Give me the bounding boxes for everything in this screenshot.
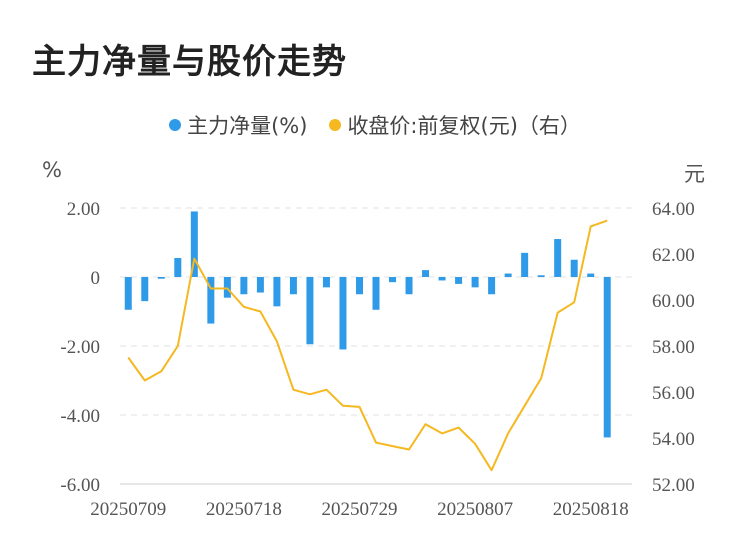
bar-net-volume[interactable] [521, 252, 529, 277]
bar-net-volume[interactable] [289, 277, 297, 295]
bar-net-volume[interactable] [455, 277, 463, 284]
bar-net-volume[interactable] [587, 273, 595, 277]
y-right-tick-label: 60.00 [652, 291, 695, 312]
bar-net-volume[interactable] [190, 211, 198, 277]
bar-net-volume[interactable] [438, 277, 446, 281]
y-right-tick-label: 64.00 [652, 199, 695, 220]
bar-net-volume[interactable] [174, 258, 182, 277]
y-right-tick-label: 54.00 [652, 429, 695, 450]
bar-net-volume[interactable] [471, 277, 479, 288]
bar-net-volume[interactable] [422, 270, 430, 277]
y-right-tick-label: 62.00 [652, 245, 695, 266]
bar-net-volume[interactable] [124, 277, 132, 310]
bar-net-volume[interactable] [207, 277, 215, 324]
bar-net-volume[interactable] [223, 277, 231, 298]
left-axis-unit: % [42, 158, 62, 182]
y-right-tick-label: 58.00 [652, 337, 695, 358]
x-tick-label: 20250807 [437, 499, 513, 520]
x-tick-label: 20250709 [90, 499, 166, 520]
bar-net-volume[interactable] [273, 277, 281, 307]
chart-title: 主力净量与股价走势 [32, 42, 347, 82]
bar-net-volume[interactable] [306, 277, 314, 345]
legend-line-marker-icon [329, 119, 342, 131]
bar-net-volume[interactable] [240, 277, 248, 295]
y-right-tick-label: 52.00 [652, 475, 695, 496]
legend-label-net-volume: 主力净量(%) [187, 114, 308, 138]
legend-item-close-price[interactable]: 收盘价:前复权(元)（右） [329, 110, 581, 140]
bar-net-volume[interactable] [537, 275, 545, 277]
legend-bar-marker-icon [169, 119, 182, 131]
bar-net-volume[interactable] [157, 277, 165, 279]
bar-net-volume[interactable] [141, 277, 149, 302]
bar-net-volume[interactable] [570, 259, 578, 277]
right-axis-unit: 元 [684, 162, 705, 186]
bar-net-volume[interactable] [504, 273, 512, 277]
bar-net-volume[interactable] [405, 277, 413, 295]
legend-item-net-volume[interactable]: 主力净量(%) [169, 110, 307, 140]
bar-net-volume[interactable] [339, 277, 347, 350]
chart-legend: 主力净量(%) 收盘价:前复权(元)（右） [0, 110, 750, 140]
bar-net-volume[interactable] [355, 277, 363, 295]
x-tick-label: 20250818 [553, 499, 629, 520]
bar-net-volume[interactable] [256, 277, 264, 293]
y-left-tick-label: -2.00 [60, 337, 100, 358]
y-right-tick-label: 56.00 [652, 383, 695, 404]
bar-net-volume[interactable] [554, 239, 562, 277]
legend-label-close-price: 收盘价:前复权(元)（右） [347, 114, 581, 138]
bar-net-volume[interactable] [372, 277, 380, 310]
y-left-tick-label: 0 [91, 268, 101, 289]
x-tick-label: 20250729 [321, 499, 397, 520]
bar-net-volume[interactable] [389, 277, 397, 283]
line-close-price[interactable] [127, 219, 608, 472]
bar-net-volume[interactable] [322, 277, 330, 288]
y-left-tick-label: -4.00 [60, 406, 100, 427]
y-left-tick-label: -6.00 [60, 475, 100, 496]
y-left-tick-label: 2.00 [67, 199, 100, 220]
bar-net-volume[interactable] [488, 277, 496, 295]
bar-net-volume[interactable] [603, 277, 611, 438]
x-tick-label: 20250718 [206, 499, 282, 520]
